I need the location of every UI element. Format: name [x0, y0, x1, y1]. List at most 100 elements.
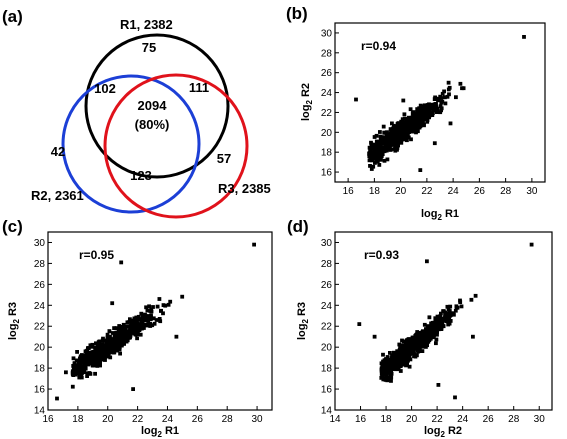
scatter-point	[440, 99, 445, 104]
scatter-point	[81, 359, 85, 364]
scatter-point	[378, 146, 382, 151]
x-tick-label: 18	[72, 414, 84, 425]
scatter-point	[446, 316, 451, 321]
scatter-point	[446, 80, 451, 85]
scatter-point	[429, 335, 434, 339]
scatter-point	[412, 352, 417, 357]
scatter-point	[87, 350, 92, 355]
scatter-point	[148, 317, 153, 321]
venn-region-r1-r2: 102	[94, 81, 116, 96]
y-tick-label: 18	[321, 364, 333, 375]
scatter-point	[436, 97, 441, 101]
scatter-point	[407, 364, 412, 369]
scatter-point	[399, 134, 404, 138]
scatter-point	[436, 318, 441, 322]
scatter-point	[70, 369, 75, 374]
scatter-point	[446, 87, 451, 92]
scatter-point	[393, 139, 398, 144]
scatter-point	[436, 383, 441, 387]
scatter-point	[402, 339, 406, 344]
scatter-point	[434, 105, 439, 109]
scatter-point	[391, 362, 395, 367]
venn-set-label-r1: R1, 2382	[120, 17, 173, 32]
scatter-point	[386, 141, 391, 145]
venn-region-all-pct: (80%)	[135, 117, 170, 132]
y-tick-label: 16	[34, 385, 46, 396]
scatter-point	[380, 139, 385, 143]
scatter-point	[379, 154, 384, 159]
panel-b-frame	[334, 22, 546, 183]
venn-set-label-r2: R2, 2361	[31, 188, 84, 203]
scatter-point	[384, 140, 388, 145]
panel-d-letter: (d)	[287, 217, 309, 236]
scatter-point	[77, 360, 82, 364]
panel-d-plot-area: 14 16 18 20 22 24 26 28 30 14 16 18 20 22 24 26 28 30	[321, 238, 545, 425]
scatter-point	[422, 340, 427, 345]
scatter-point	[436, 323, 441, 328]
x-tick-label: 28	[500, 186, 512, 197]
scatter-point	[434, 341, 438, 346]
scatter-point	[375, 159, 380, 164]
scatter-point	[105, 345, 110, 349]
y-tick-label: 22	[321, 108, 333, 119]
scatter-point	[126, 332, 131, 337]
scatter-point	[372, 334, 377, 339]
venn-set-label-r3: R3, 2385	[218, 181, 271, 196]
scatter-point	[407, 130, 411, 134]
venn-circle-r1	[84, 33, 230, 179]
scatter-point	[424, 327, 428, 331]
y-tick-label: 28	[34, 259, 46, 270]
x-tick-label: 26	[483, 414, 495, 425]
scatter-point	[380, 363, 385, 368]
scatter-point	[136, 314, 141, 319]
scatter-point	[75, 350, 79, 354]
x-tick-label: 16	[355, 414, 367, 425]
scatter-point	[109, 340, 113, 344]
scatter-point	[411, 125, 415, 130]
x-tick-label: 28	[508, 414, 520, 425]
scatter-point	[91, 349, 96, 354]
y-tick-label: 22	[34, 322, 46, 333]
scatter-point	[380, 373, 385, 377]
x-tick-label: 22	[421, 186, 433, 197]
scatter-point	[106, 341, 111, 346]
scatter-point	[416, 349, 421, 353]
scatter-point	[430, 328, 435, 333]
scatter-point	[371, 153, 376, 158]
scatter-point	[453, 395, 457, 400]
scatter-point	[422, 123, 426, 128]
scatter-point	[398, 123, 403, 127]
scatter-point	[420, 112, 425, 116]
scatter-point	[88, 343, 93, 348]
scatter-point	[382, 368, 387, 373]
y-tick-label: 30	[321, 238, 333, 249]
scatter-point	[86, 362, 90, 367]
scatter-point	[384, 374, 388, 379]
y-tick-label: 18	[34, 364, 46, 375]
venn-region-all: 2094	[138, 98, 168, 113]
scatter-point	[403, 130, 408, 135]
scatter-point	[398, 364, 403, 369]
scatter-point	[384, 130, 389, 135]
scatter-point	[418, 168, 423, 172]
scatter-point	[378, 140, 382, 145]
scatter-point	[149, 313, 153, 318]
scatter-point	[433, 319, 438, 323]
scatter-point	[454, 95, 458, 100]
scatter-point	[435, 314, 440, 319]
scatter-point	[388, 148, 393, 152]
scatter-point	[138, 317, 143, 322]
panel-b-y-axis-title: log2 R2	[300, 83, 314, 121]
scatter-point	[416, 123, 420, 128]
scatter-point	[390, 121, 394, 126]
scatter-point	[252, 242, 256, 247]
scatter-point	[139, 320, 143, 325]
y-tick-label: 22	[321, 322, 333, 333]
scatter-point	[118, 325, 123, 329]
scatter-point	[399, 140, 404, 145]
scatter-point	[134, 320, 138, 325]
scatter-point	[434, 337, 439, 342]
scatter-point	[371, 164, 376, 169]
scatter-point	[379, 136, 383, 141]
scatter-point	[403, 124, 408, 128]
